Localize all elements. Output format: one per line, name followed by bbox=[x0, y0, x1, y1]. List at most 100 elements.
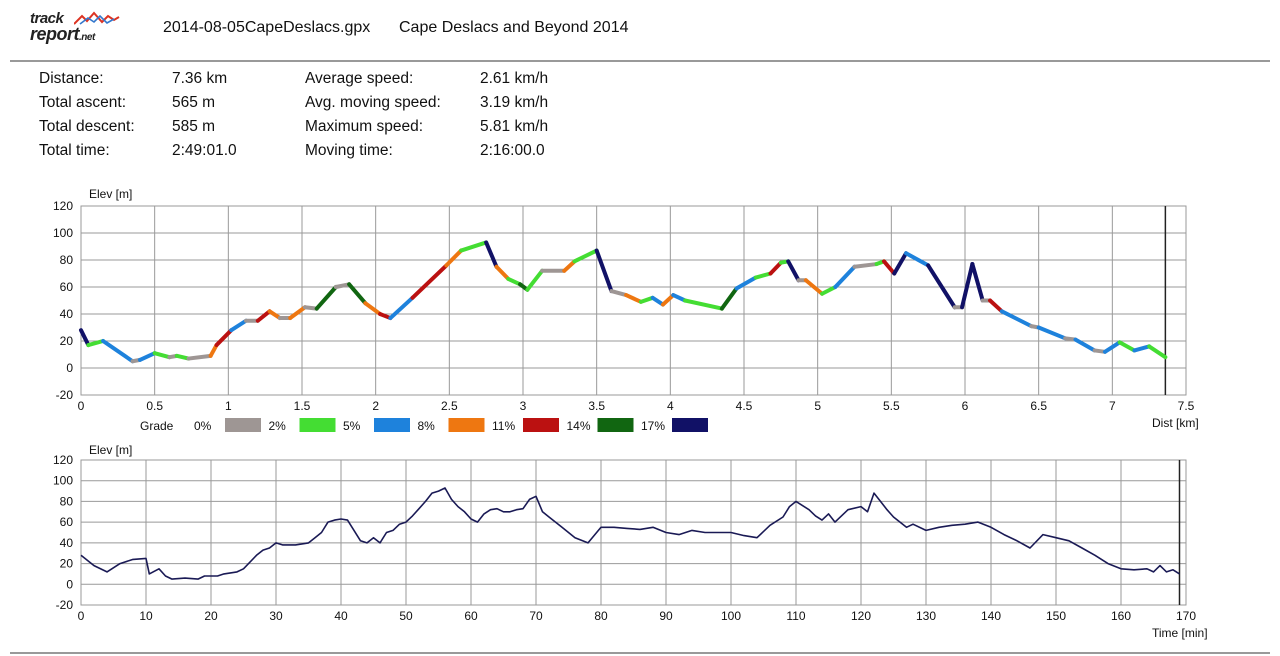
trackreport-logo[interactable]: track report.net bbox=[30, 10, 120, 46]
grade-segment bbox=[174, 353, 191, 361]
grade-segment bbox=[803, 278, 825, 296]
distance-ytick-label: 0 bbox=[66, 361, 73, 375]
time-xtick-label: 150 bbox=[1046, 609, 1066, 623]
stat-label-distance: Distance: bbox=[39, 70, 104, 87]
distance-xtick-label: 4 bbox=[667, 399, 674, 413]
time-xtick-label: 140 bbox=[981, 609, 1001, 623]
distance-xtick-label: 6 bbox=[962, 399, 969, 413]
distance-ytick-label: 120 bbox=[53, 199, 73, 213]
time-chart-axes: 0 10 20 30 40 50 60 70 80 90 100 110 120 130 140 150 160… bbox=[53, 453, 1196, 623]
distance-xtick-label: 2 bbox=[372, 399, 379, 413]
grade-legend-label: 11% bbox=[492, 419, 515, 433]
time-xtick-label: 80 bbox=[594, 609, 608, 623]
time-chart-ylabel: Elev [m] bbox=[89, 443, 132, 457]
time-xtick-label: 90 bbox=[659, 609, 673, 623]
grade-segment bbox=[970, 262, 985, 303]
distance-xtick-label: 5 bbox=[814, 399, 821, 413]
grade-legend-swatch bbox=[523, 418, 559, 432]
grade-segment bbox=[314, 285, 338, 311]
distance-xtick-label: 6.5 bbox=[1030, 399, 1047, 413]
grade-segment bbox=[494, 264, 511, 281]
distance-ytick-label: 60 bbox=[60, 280, 74, 294]
time-xtick-label: 10 bbox=[139, 609, 153, 623]
grade-segment bbox=[926, 263, 957, 310]
distance-xtick-label: 0 bbox=[78, 399, 85, 413]
stat-label-avg-moving-speed: Avg. moving speed: bbox=[305, 94, 441, 111]
grade-legend-swatch bbox=[299, 418, 336, 432]
mountain-logo-icon bbox=[74, 11, 120, 25]
grade-segment bbox=[288, 305, 307, 321]
grade-segment bbox=[1132, 344, 1152, 353]
stat-value-distance: 7.36 km bbox=[172, 70, 228, 87]
distance-xtick-label: 1 bbox=[225, 399, 232, 413]
time-xtick-label: 160 bbox=[1111, 609, 1131, 623]
grade-legend: Grade 0% 2% 5% 8% 11% 14% 17% bbox=[140, 418, 708, 433]
time-xtick-label: 40 bbox=[334, 609, 348, 623]
time-xtick-label: 50 bbox=[399, 609, 413, 623]
time-chart-series bbox=[80, 487, 1180, 580]
stat-label-moving-time: Moving time: bbox=[305, 142, 393, 159]
grade-legend-label: 8% bbox=[418, 419, 436, 433]
grade-segment bbox=[833, 264, 857, 289]
grade-segment bbox=[881, 259, 897, 276]
stat-value-average-speed: 2.61 km/h bbox=[480, 70, 549, 87]
grade-segment bbox=[852, 262, 879, 269]
grade-segment bbox=[152, 351, 172, 360]
distance-xtick-label: 5.5 bbox=[883, 399, 900, 413]
grade-segment bbox=[79, 328, 91, 348]
stat-value-maximum-speed: 5.81 km/h bbox=[480, 118, 549, 135]
time-elevation-line bbox=[80, 487, 1180, 580]
stat-value-total-time: 2:49:01.0 bbox=[172, 142, 237, 159]
elevation-by-time-chart: 0 10 20 30 40 50 60 70 80 90 100 110 120 130 140 150 160… bbox=[53, 443, 1208, 640]
grade-legend-swatch bbox=[374, 418, 410, 432]
stat-value-avg-moving-speed: 3.19 km/h bbox=[480, 94, 549, 111]
distance-ytick-label: 100 bbox=[53, 226, 73, 240]
time-xtick-label: 130 bbox=[916, 609, 936, 623]
elevation-by-distance-chart: 0 0.5 1 1.5 2 2.5 3 3.5 4 4.5 5 5.5 6 6.5 7 7.5 120 100 80… bbox=[53, 187, 1199, 433]
stat-label-maximum-speed: Maximum speed: bbox=[305, 118, 424, 135]
gpx-filename: 2014-08-05CapeDeslacs.gpx bbox=[163, 19, 371, 36]
footer-divider bbox=[10, 652, 1270, 654]
grade-segment bbox=[410, 263, 449, 300]
time-ytick-label: 80 bbox=[60, 494, 74, 508]
distance-xtick-label: 7.5 bbox=[1178, 399, 1195, 413]
grade-segment bbox=[484, 240, 499, 269]
grade-segment bbox=[525, 268, 545, 292]
time-xtick-label: 170 bbox=[1176, 609, 1196, 623]
time-ytick-label: 20 bbox=[60, 557, 74, 571]
grade-segment bbox=[999, 309, 1034, 329]
time-xtick-label: 30 bbox=[269, 609, 283, 623]
grade-segment bbox=[572, 248, 599, 264]
distance-xtick-label: 2.5 bbox=[441, 399, 458, 413]
grade-legend-label: 17% bbox=[641, 419, 665, 433]
grade-segment bbox=[267, 309, 282, 321]
grade-legend-swatch bbox=[448, 418, 485, 432]
grade-segment bbox=[753, 271, 773, 280]
grade-segment bbox=[786, 259, 801, 283]
grade-segment bbox=[904, 251, 931, 268]
time-xtick-label: 100 bbox=[721, 609, 741, 623]
grade-segment bbox=[459, 240, 489, 253]
grade-segment bbox=[388, 295, 415, 321]
grade-segment bbox=[562, 259, 577, 273]
distance-xtick-label: 7 bbox=[1109, 399, 1116, 413]
distance-chart-xlabel: Dist [km] bbox=[1152, 416, 1199, 430]
grade-segment bbox=[660, 293, 676, 307]
grade-segment bbox=[683, 298, 724, 311]
grade-segment bbox=[594, 248, 614, 294]
track-name: Cape Deslacs and Beyond 2014 bbox=[399, 19, 629, 36]
time-plot-frame bbox=[80, 459, 1187, 606]
stat-value-total-descent: 585 m bbox=[172, 118, 216, 135]
grade-segment bbox=[988, 298, 1004, 314]
grade-segment bbox=[363, 301, 383, 316]
distance-ytick-label: 20 bbox=[60, 334, 74, 348]
time-xtick-label: 110 bbox=[786, 609, 805, 623]
grade-legend-label: 2% bbox=[269, 419, 287, 433]
grade-segment bbox=[1102, 340, 1122, 354]
time-ytick-label: 0 bbox=[66, 577, 73, 591]
stat-label-average-speed: Average speed: bbox=[305, 70, 414, 87]
grade-legend-swatch bbox=[672, 418, 708, 432]
header-divider bbox=[10, 60, 1270, 62]
grade-legend-swatch bbox=[597, 418, 634, 432]
stat-value-total-ascent: 565 m bbox=[172, 94, 216, 111]
